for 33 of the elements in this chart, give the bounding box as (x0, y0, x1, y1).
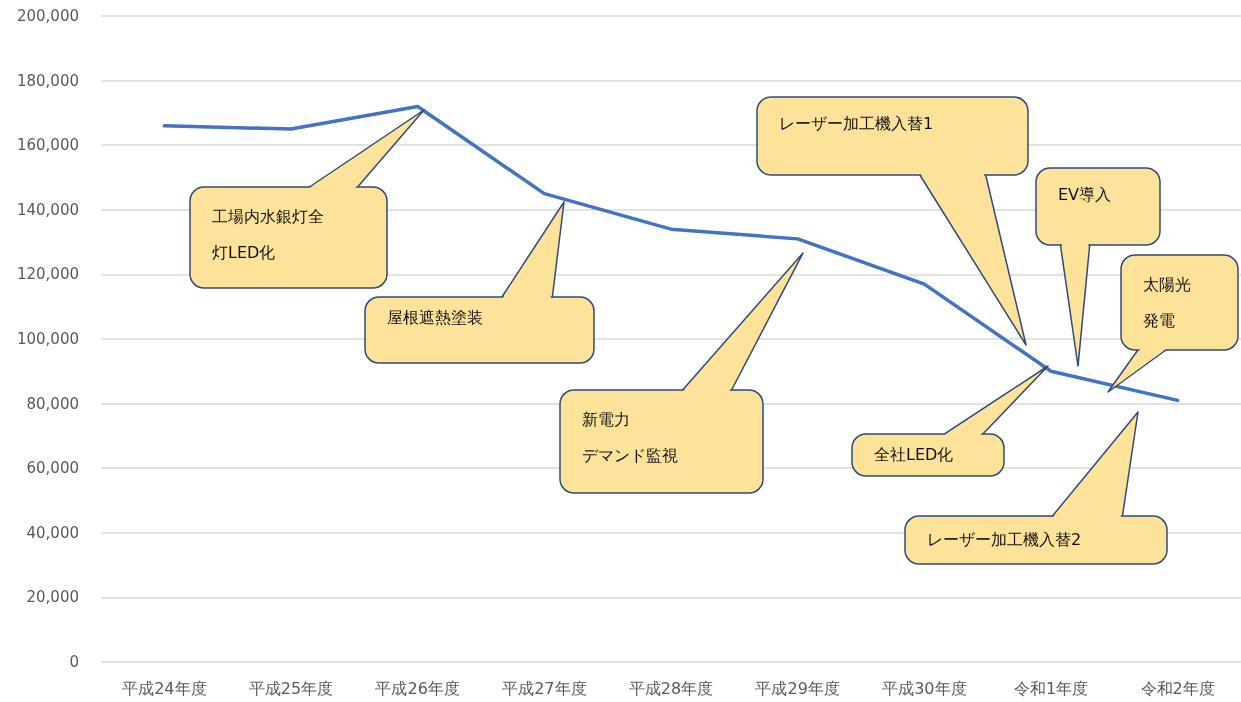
x-tick-label: 平成29年度 (755, 678, 840, 698)
speech-bubble: 工場内水銀灯全灯LED化 (189, 109, 425, 289)
y-tick-label: 100,000 (16, 330, 79, 348)
x-tick-label: 平成25年度 (248, 678, 334, 698)
y-tick-label: 120,000 (16, 265, 79, 284)
y-tick-label: 80,000 (26, 394, 79, 413)
speech-bubble: レーザー加工機入替1 (756, 96, 1029, 346)
annotation: レーザー加工機入替2 (927, 529, 1082, 549)
y-tick-label: 140,000 (16, 200, 79, 219)
x-tick-label: 平成30年度 (882, 678, 967, 698)
y-tick-label: 60,000 (26, 459, 79, 478)
annotation: 全社LED化 (874, 444, 954, 464)
y-tick-label: 200,000 (16, 7, 79, 25)
y-tick-label: 20,000 (26, 588, 79, 607)
x-tick-label: 平成28年度 (628, 678, 714, 698)
y-tick-label: 40,000 (26, 523, 79, 542)
x-tick-label: 令和1年度 (1013, 678, 1089, 698)
x-tick-label: 平成27年度 (502, 678, 587, 698)
annotation: 工場内水銀灯全灯LED化 (212, 206, 324, 262)
annotation: 新電力デマンド監視 (582, 409, 678, 465)
x-tick-label: 平成24年度 (122, 678, 207, 698)
y-tick-label: 160,000 (16, 136, 79, 155)
annotation: 太陽光発電 (1143, 274, 1191, 330)
speech-bubble: 新電力デマンド監視 (559, 252, 804, 494)
annotation: EV導入 (1058, 184, 1112, 203)
y-tick-label: 180,000 (16, 71, 79, 90)
x-tick-label: 令和2年度 (1140, 678, 1215, 698)
y-tick-label: 0 (69, 653, 79, 671)
speech-bubble: 屋根遮熱塗装 (364, 201, 595, 364)
annotation: 屋根遮熱塗装 (387, 307, 483, 327)
speech-bubble: 全社LED化 (851, 365, 1049, 477)
annotation: レーザー加工機入替1 (779, 113, 934, 133)
x-tick-label: 平成26年度 (375, 678, 460, 698)
